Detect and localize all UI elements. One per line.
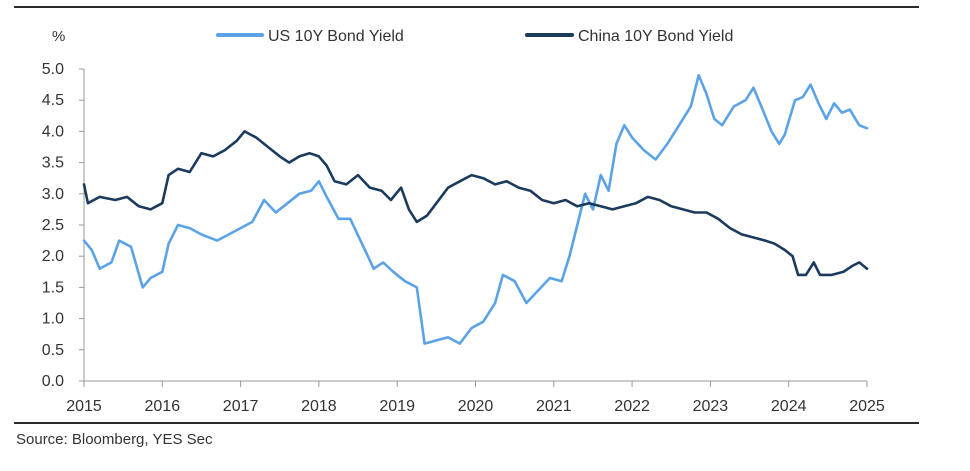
y-tick-label: 4.5 [42,92,64,109]
y-axis-unit-label: % [52,28,65,45]
y-tick-label: 1.0 [42,311,64,328]
x-tick-label: 2022 [614,398,650,415]
y-tick-label: 0.5 [42,342,64,359]
china-10y-series-line [82,130,869,277]
source-note: Source: Bloomberg, YES Sec [16,431,213,448]
top-rule [14,6,919,8]
x-tick-label: 2024 [771,398,807,415]
axes-layer: 0.0 0.5 1.0 1.5 2.0 2.5 3.0 3.5 4.0 4.5 5.0% 2015 20… [42,28,885,415]
y-tick-label: 2.0 [42,248,64,265]
x-tick-label: 2019 [379,398,415,415]
bond-yield-chart: 0.0 0.5 1.0 1.5 2.0 2.5 3.0 3.5 4.0 4.5 5.0% 2015 20… [42,28,885,415]
y-tick-label: 3.5 [42,155,64,172]
y-tick-label: 1.5 [42,279,64,296]
x-tick-label: 2015 [66,398,102,415]
y-tick-label: 4.0 [42,123,64,140]
y-tick-label: 5.0 [42,61,64,78]
y-tick-label: 2.5 [42,217,64,234]
legend-label-us: US 10Y Bond Yield [268,28,404,45]
legend: US 10Y Bond Yield China 10Y Bond Yield [216,28,733,45]
x-tick-label: 2025 [849,398,885,415]
y-tick-label: 3.0 [42,186,64,203]
bottom-rule [14,422,919,424]
x-tick-label: 2018 [301,398,337,415]
y-tick-label: 0.0 [42,373,64,390]
lines-layer [82,73,869,345]
us-10y-series-line [82,73,869,345]
x-tick-label: 2020 [458,398,494,415]
x-tick-label: 2016 [145,398,181,415]
legend-label-china: China 10Y Bond Yield [578,28,733,45]
x-tick-label: 2023 [693,398,729,415]
x-tick-label: 2021 [536,398,572,415]
x-tick-label: 2017 [223,398,259,415]
